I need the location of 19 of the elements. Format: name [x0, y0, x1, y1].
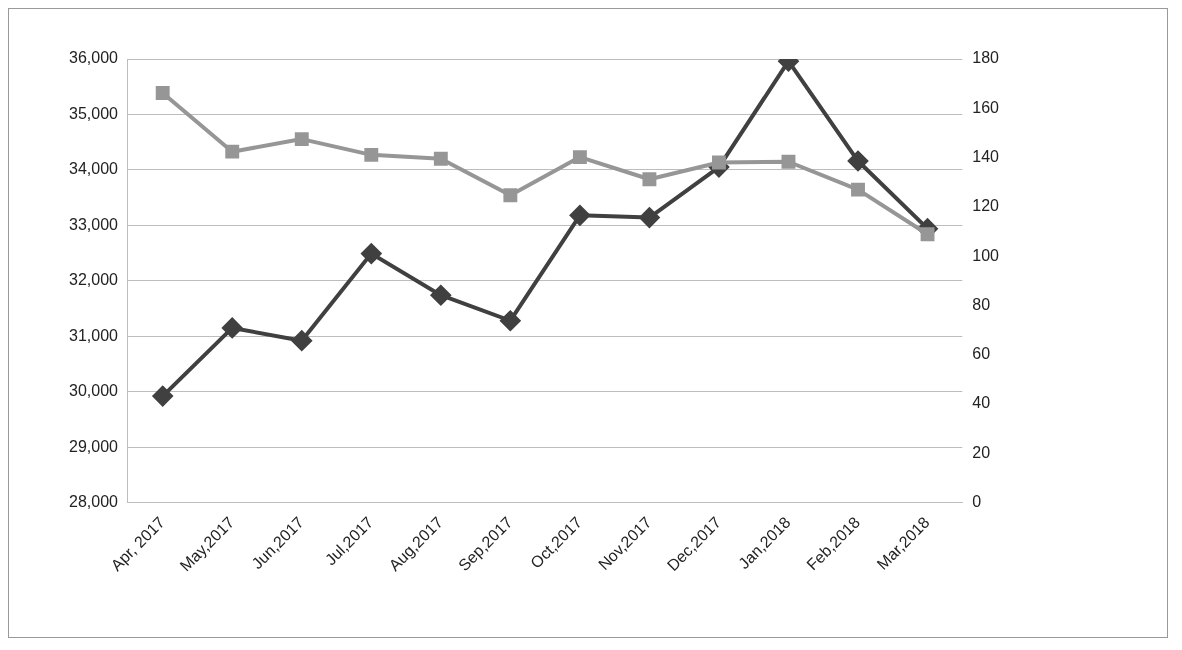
y2-tick-label: 160 [972, 98, 1000, 116]
y-tick-label: 30,000 [69, 382, 119, 400]
y-tick-label: 31,000 [69, 326, 119, 344]
y2-tick-label: 40 [972, 394, 991, 412]
y2-tick-label: 100 [972, 246, 1000, 264]
y2-tick-label: 80 [972, 295, 991, 313]
y-tick-label: 32,000 [69, 271, 119, 289]
y-tick-label: 35,000 [69, 104, 119, 122]
y2-tick-label: 140 [972, 147, 1000, 165]
y2-tick-label: 120 [972, 197, 1000, 215]
y2-tick-label: 20 [972, 443, 991, 461]
y-tick-label: 33,000 [69, 215, 119, 233]
y2-tick-label: 60 [972, 345, 991, 363]
y2-tick-label: 0 [972, 492, 982, 510]
y-tick-label: 28,000 [69, 492, 119, 510]
y-tick-label: 29,000 [69, 437, 119, 455]
y-tick-label: 34,000 [69, 160, 119, 178]
y-tick-label: 36,000 [69, 49, 119, 67]
y2-tick-label: 180 [972, 49, 1000, 67]
